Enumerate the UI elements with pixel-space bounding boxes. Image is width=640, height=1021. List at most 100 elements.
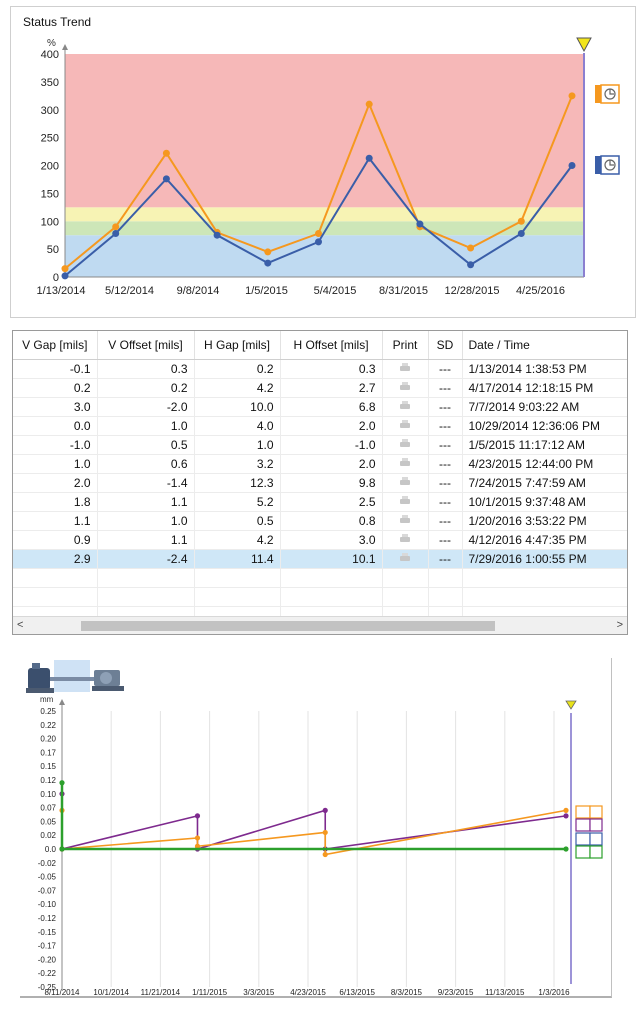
y-tick-label: 0.15 [40,762,56,771]
table-row[interactable]: 0.9 1.1 4.2 3.0 --- 4/12/2016 4:47:35 PM [13,530,627,550]
x-tick-label: 11/21/2014 [141,988,181,997]
data-point-blue [112,230,120,238]
printer-icon[interactable] [399,419,411,430]
x-tick-label: 1/5/2015 [245,285,288,297]
table-row[interactable]: 3.0 -2.0 10.0 6.8 --- 7/7/2014 9:03:22 AM [13,397,627,417]
horizontal-scrollbar[interactable]: < > [13,616,627,634]
printer-icon[interactable] [399,495,411,506]
sd-cell: --- [428,530,463,550]
y-tick-label: -0.25 [38,983,57,992]
scroll-left-icon[interactable]: < [17,619,24,631]
print-cell[interactable] [382,511,429,531]
table-row[interactable]: -0.1 0.3 0.2 0.3 --- 1/13/2014 1:38:53 PM [13,359,627,379]
orange-status-icon[interactable] [595,84,620,104]
y-tick-label: 400 [41,49,59,61]
table-row[interactable]: 1.0 0.6 3.2 2.0 --- 4/23/2015 12:44:00 PM [13,454,627,474]
empty-cell [382,568,429,588]
data-point-blue [517,230,525,238]
y-tick-label: 100 [41,216,59,228]
table-row[interactable] [13,587,627,607]
printer-icon[interactable] [399,476,411,487]
printer-icon[interactable] [399,457,411,468]
print-cell[interactable] [382,378,429,398]
table-row[interactable]: -1.0 0.5 1.0 -1.0 --- 1/5/2015 11:17:12 AM [13,435,627,455]
table-row[interactable]: 0.2 0.2 4.2 2.7 --- 4/17/2014 12:18:15 PM [13,378,627,398]
machine-train-icon[interactable] [26,660,126,696]
x-tick-label: 3/3/2015 [243,988,275,997]
printer-icon[interactable] [399,381,411,392]
y-tick-label: 0.0 [45,845,57,854]
data-point-blue [213,231,221,239]
column-header-h-gap[interactable]: H Gap [mils] [194,331,281,360]
table-row[interactable]: 0.0 1.0 4.0 2.0 --- 10/29/2014 12:36:06 PM [13,416,627,436]
printer-icon[interactable] [399,400,411,411]
empty-cell [428,587,463,607]
h-offset-cell: 6.8 [280,397,383,417]
column-header-print[interactable]: Print [382,331,429,360]
column-header-v-offset[interactable]: V Offset [mils] [97,331,195,360]
print-cell[interactable] [382,473,429,493]
empty-cell [428,568,463,588]
scrollbar-thumb[interactable] [81,621,495,631]
x-tick-label: 6/13/2015 [339,988,375,997]
print-cell[interactable] [382,492,429,512]
column-header-date-time[interactable]: Date / Time [462,331,627,360]
empty-cell [194,568,281,588]
tolerance-icons-group[interactable] [575,805,603,859]
sd-cell: --- [428,511,463,531]
v-gap-cell: 0.2 [13,378,98,398]
sd-cell: --- [428,359,463,379]
cursor-marker[interactable] [576,37,592,277]
y-tick-label: 300 [41,105,59,117]
printer-icon[interactable] [399,438,411,449]
table-row[interactable]: 2.9 -2.4 11.4 10.1 --- 7/29/2016 1:00:55 PM [13,549,627,569]
h-offset-cell: 2.7 [280,378,383,398]
v-offset-cell: -2.0 [97,397,195,417]
table-row[interactable] [13,568,627,588]
print-cell[interactable] [382,359,429,379]
print-cell[interactable] [382,530,429,550]
data-point-blue [162,175,170,183]
table-row[interactable]: 1.1 1.0 0.5 0.8 --- 1/20/2016 3:53:22 PM [13,511,627,531]
h-gap-cell: 1.0 [194,435,281,455]
y-tick-label: -0.15 [38,928,57,937]
h-offset-cell: 0.3 [280,359,383,379]
column-header-h-offset[interactable]: H Offset [mils] [280,331,383,360]
h-offset-cell: 0.8 [280,511,383,531]
date-time-cell: 1/13/2014 1:38:53 PM [462,359,627,379]
print-cell[interactable] [382,549,429,569]
v-gap-cell: 1.8 [13,492,98,512]
empty-cell [194,587,281,607]
h-offset-cell: 9.8 [280,473,383,493]
scroll-right-icon[interactable]: > [616,619,623,631]
y-tick-label: -0.20 [38,955,57,964]
v-gap-cell: 0.9 [13,530,98,550]
y-tick-label: 250 [41,133,59,145]
band-red [65,54,584,208]
y-unit-label: mm [40,695,54,704]
bottom-cursor-marker[interactable] [565,700,577,984]
print-cell[interactable] [382,416,429,436]
y-tick-label: 50 [47,244,59,256]
empty-cell [280,568,383,588]
printer-icon[interactable] [399,514,411,525]
sd-cell: --- [428,397,463,417]
print-cell[interactable] [382,397,429,417]
print-cell[interactable] [382,454,429,474]
v-offset-cell: 0.2 [97,378,195,398]
x-tick-label: 8/31/2015 [379,285,428,297]
print-cell[interactable] [382,435,429,455]
blue-status-icon[interactable] [595,155,620,175]
date-time-cell: 4/23/2015 12:44:00 PM [462,454,627,474]
printer-icon[interactable] [399,552,411,563]
printer-icon[interactable] [399,362,411,373]
column-header-sd[interactable]: SD [428,331,463,360]
empty-cell [382,587,429,607]
column-header-v-gap[interactable]: V Gap [mils] [13,331,98,360]
table-row[interactable]: 2.0 -1.4 12.3 9.8 --- 7/24/2015 7:47:59 AM [13,473,627,493]
printer-icon[interactable] [399,533,411,544]
table-row[interactable]: 1.8 1.1 5.2 2.5 --- 10/1/2015 9:37:48 AM [13,492,627,512]
h-offset-cell: -1.0 [280,435,383,455]
y-tick-label: 0.02 [40,831,56,840]
date-time-cell: 10/1/2015 9:37:48 AM [462,492,627,512]
